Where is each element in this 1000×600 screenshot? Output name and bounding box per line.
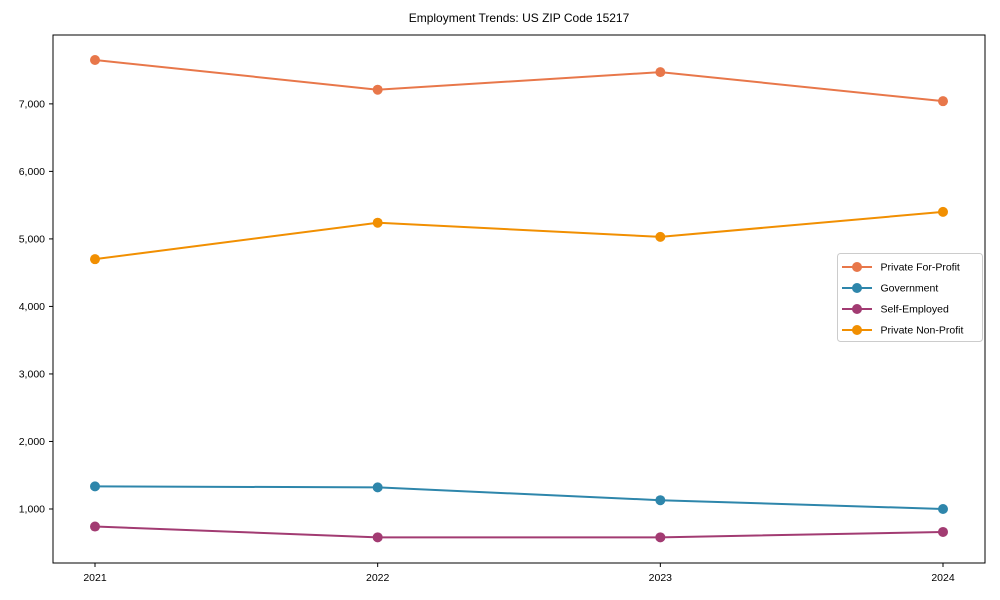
legend-marker-icon [852,304,862,314]
data-point-marker [938,526,948,537]
x-tick-label: 2024 [931,572,955,584]
legend-label: Self-Employed [881,304,949,316]
chart-title: Employment Trends: US ZIP Code 15217 [409,11,630,25]
legend-label: Private Non-Profit [881,325,964,337]
y-axis: 1,000 2,000 3,000 4,000 5,000 6,000 7,000 [19,98,53,515]
x-tick-label: 2022 [366,572,390,584]
data-point-marker [655,495,666,506]
y-tick-label: 6,000 [19,166,45,178]
series-line [94,58,944,103]
legend-marker-icon [852,262,862,272]
y-tick-label: 2,000 [19,436,45,448]
data-point-marker [372,532,383,543]
data-point-marker [655,67,666,78]
data-point-marker [938,96,948,107]
y-tick-label: 5,000 [19,233,45,245]
data-point-marker [372,217,383,228]
data-point-marker [372,84,383,95]
legend-item: Self-Employed [842,304,949,316]
data-point-marker [655,231,666,242]
x-tick-label: 2021 [83,572,107,584]
data-point-marker [372,482,383,493]
legend-item: Private For-Profit [842,262,960,274]
legend-label: Private For-Profit [881,262,960,274]
data-point-marker [938,206,948,217]
data-point-marker [90,481,100,492]
legend: Private For-Profit Government Self-Employe… [837,253,983,342]
series-line [94,525,944,539]
legend-box [837,253,983,342]
plot-border [52,34,986,564]
x-tick-label: 2023 [649,572,673,584]
y-tick-label: 7,000 [19,98,45,110]
y-tick-label: 4,000 [19,301,45,313]
y-tick-label: 3,000 [19,368,45,380]
data-point-marker [90,521,100,532]
legend-item: Government [842,283,938,295]
data-point-marker [90,54,100,65]
y-tick-label: 1,000 [19,503,45,515]
legend-marker-icon [852,283,862,293]
series-lines [90,54,948,543]
legend-item: Private Non-Profit [842,325,963,337]
legend-label: Government [881,283,939,295]
data-point-marker [655,532,666,543]
data-point-marker [938,503,948,514]
series-line [94,210,944,261]
x-axis: 2021 2022 2023 2024 [83,563,955,584]
series-line [94,485,944,510]
data-point-marker [90,254,100,265]
legend-marker-icon [852,325,862,335]
